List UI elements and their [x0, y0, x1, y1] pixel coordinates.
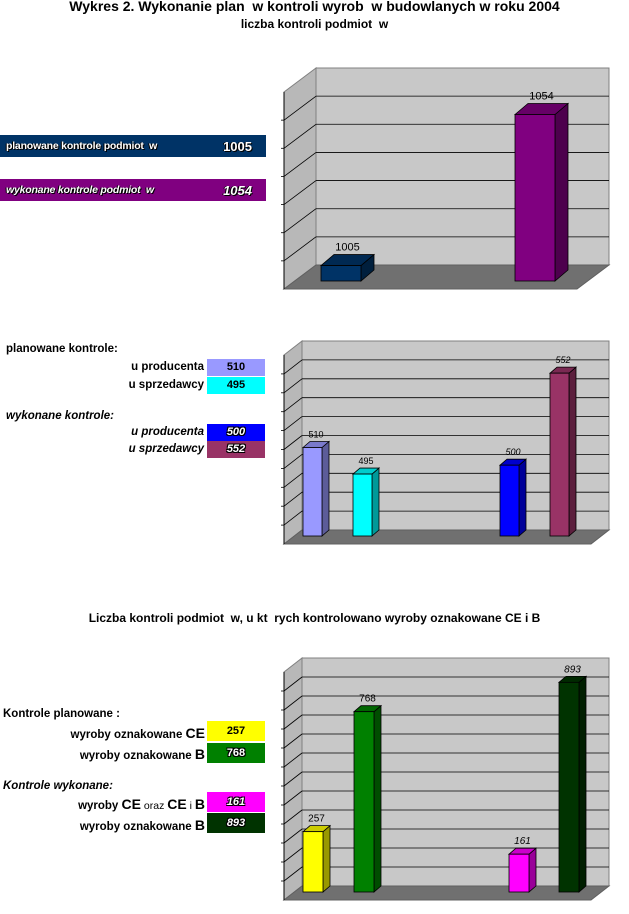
- bar-front: [549, 372, 570, 537]
- data-label: 1005: [335, 242, 359, 254]
- gridline: [283, 809, 303, 825]
- ce-done-b-label: wyroby oznakowane B: [79, 817, 205, 833]
- ce-done-ce-value: 161: [207, 792, 265, 812]
- page-title: Wykres 2. Wykonanie plan w kontroli wyro…: [69, 0, 560, 14]
- data-label: 495: [358, 456, 373, 466]
- bar: [498, 458, 528, 537]
- gridline: [283, 695, 303, 711]
- done-producer-value: 500: [207, 424, 265, 441]
- data-label: 893: [564, 664, 581, 675]
- planned-producer-value: 510: [207, 359, 265, 376]
- gridline: [283, 752, 303, 768]
- bar-front: [508, 853, 530, 893]
- bar: [548, 366, 578, 537]
- bar-front: [558, 681, 580, 893]
- gridline: [283, 123, 317, 149]
- bar-front: [499, 464, 520, 537]
- gridline: [283, 472, 303, 488]
- ce-done-b-value: 893: [207, 813, 265, 833]
- planned-seller-label: u sprzedawcy: [128, 379, 204, 391]
- gridline: [283, 435, 303, 450]
- gridline: [283, 236, 317, 262]
- gridline: [283, 416, 303, 431]
- gridline: [283, 510, 303, 526]
- data-label: 510: [308, 430, 323, 440]
- gridline: [283, 790, 303, 806]
- gridline: [283, 378, 303, 394]
- legend-done-total: wykonane kontrole podmiot w 1054: [0, 179, 266, 201]
- data-label: 161: [514, 836, 531, 847]
- gridline: [283, 359, 303, 375]
- bar-front: [302, 831, 324, 893]
- bar-side: [578, 675, 587, 893]
- gridline: [283, 208, 317, 234]
- bar-side: [528, 847, 537, 893]
- bar-front: [352, 473, 373, 537]
- gridline: [283, 866, 303, 882]
- planned-producer-label: u producenta: [131, 361, 204, 373]
- data-label: 768: [359, 694, 376, 705]
- gridline: [283, 676, 303, 692]
- bar: [301, 440, 331, 537]
- gridline: [283, 491, 303, 507]
- gridline: [283, 733, 303, 749]
- bar-front: [514, 114, 556, 282]
- data-label: 1054: [529, 91, 553, 103]
- planned-heading: planowane kontrole:: [6, 343, 118, 355]
- data-label: 500: [505, 447, 520, 457]
- ce-planned-b-label: wyroby oznakowane B: [79, 746, 205, 762]
- bar: [513, 102, 570, 282]
- ce-planned-ce-value: 257: [207, 721, 265, 741]
- bar-front: [320, 265, 362, 282]
- gridline: [283, 828, 303, 844]
- done-seller-value: 552: [207, 441, 265, 458]
- bar: [351, 467, 381, 537]
- done-producer-label: u producenta: [131, 426, 204, 438]
- ce-planned-ce-label: wyroby oznakowane CE: [70, 725, 205, 741]
- done-seller-label: u sprzedawcy: [128, 443, 204, 455]
- gridline: [283, 454, 303, 469]
- section3-title: Liczba kontroli podmiot w, u kt rych kon…: [88, 611, 541, 625]
- gridline: [283, 714, 303, 730]
- ce-done-ce-label: wyroby CE oraz CE i B: [78, 796, 205, 812]
- gridline: [283, 152, 317, 177]
- page-subtitle: liczba kontroli podmiot w: [240, 17, 389, 31]
- bar: [301, 824, 332, 893]
- legend-value: 1054: [223, 182, 252, 198]
- legend-label: wykonane kontrole podmiot w: [6, 184, 154, 196]
- gridline: [283, 847, 303, 863]
- ce-planned-heading: Kontrole planowane :: [3, 708, 120, 720]
- gridline: [283, 771, 303, 787]
- legend-value: 1005: [223, 138, 252, 154]
- planned-seller-value: 495: [207, 377, 265, 394]
- ce-planned-b-value: 768: [207, 743, 265, 763]
- bar: [557, 675, 588, 893]
- bar-side: [373, 704, 382, 893]
- legend-planned-total: planowane kontrole podmiot w 1005: [0, 135, 266, 157]
- bar: [507, 847, 538, 893]
- bar: [352, 704, 383, 893]
- bar-front: [302, 447, 323, 537]
- legend-label: planowane kontrole podmiot w: [6, 140, 158, 152]
- done-heading: wykonane kontrole:: [6, 410, 114, 422]
- bar-front: [353, 711, 375, 893]
- data-label: 552: [555, 355, 570, 365]
- bar: [319, 253, 376, 282]
- data-label: 257: [308, 814, 325, 825]
- bar-side: [322, 824, 331, 893]
- ce-done-heading: Kontrole wykonane:: [3, 780, 113, 792]
- gridline: [283, 95, 317, 121]
- gridline: [283, 397, 303, 413]
- gridline: [283, 180, 317, 205]
